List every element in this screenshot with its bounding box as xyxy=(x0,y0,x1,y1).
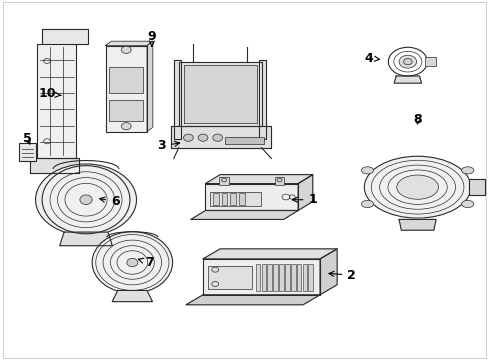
Bar xyxy=(230,193,236,205)
Ellipse shape xyxy=(461,167,473,174)
Polygon shape xyxy=(42,30,88,44)
Bar xyxy=(37,44,76,158)
Ellipse shape xyxy=(80,195,92,204)
Bar xyxy=(274,177,284,185)
Bar xyxy=(19,143,36,161)
Polygon shape xyxy=(185,295,320,305)
Polygon shape xyxy=(173,60,181,139)
Polygon shape xyxy=(178,62,261,126)
Bar xyxy=(210,192,261,206)
Text: 10: 10 xyxy=(38,87,61,100)
Bar xyxy=(261,264,265,291)
Polygon shape xyxy=(171,126,271,148)
Circle shape xyxy=(121,123,131,130)
Ellipse shape xyxy=(364,156,470,218)
Bar xyxy=(239,193,244,205)
Polygon shape xyxy=(203,249,336,259)
Bar xyxy=(273,264,277,291)
Bar xyxy=(212,193,218,205)
Circle shape xyxy=(121,46,131,53)
Text: 1: 1 xyxy=(292,193,317,206)
Circle shape xyxy=(212,134,222,141)
Ellipse shape xyxy=(126,258,138,267)
Bar xyxy=(255,264,260,291)
Polygon shape xyxy=(105,41,153,45)
Ellipse shape xyxy=(361,201,373,208)
Text: 8: 8 xyxy=(412,113,421,126)
Polygon shape xyxy=(60,232,112,246)
Circle shape xyxy=(198,134,207,141)
Polygon shape xyxy=(112,291,152,302)
Polygon shape xyxy=(320,249,336,295)
Polygon shape xyxy=(205,184,298,211)
Polygon shape xyxy=(203,259,320,295)
Ellipse shape xyxy=(36,164,136,235)
Ellipse shape xyxy=(396,175,438,199)
Bar xyxy=(221,193,227,205)
Bar xyxy=(109,100,143,121)
Bar xyxy=(302,264,306,291)
Text: 4: 4 xyxy=(364,51,379,64)
Text: 3: 3 xyxy=(157,139,179,152)
Bar xyxy=(285,264,289,291)
Polygon shape xyxy=(147,41,153,132)
Text: 2: 2 xyxy=(328,269,355,282)
Polygon shape xyxy=(298,175,312,211)
Ellipse shape xyxy=(461,201,473,208)
Ellipse shape xyxy=(92,232,172,293)
Text: 5: 5 xyxy=(23,132,32,145)
Circle shape xyxy=(183,134,193,141)
Bar xyxy=(224,137,264,144)
Polygon shape xyxy=(398,220,435,230)
Polygon shape xyxy=(393,76,421,83)
Bar xyxy=(279,264,283,291)
Polygon shape xyxy=(183,65,256,123)
Bar xyxy=(425,57,435,66)
Text: 9: 9 xyxy=(147,30,156,46)
Polygon shape xyxy=(468,179,484,195)
Bar xyxy=(219,177,228,185)
Polygon shape xyxy=(30,158,79,173)
Ellipse shape xyxy=(361,167,373,174)
Polygon shape xyxy=(205,175,312,184)
Bar xyxy=(105,45,147,132)
Bar xyxy=(207,266,252,289)
Circle shape xyxy=(403,59,411,65)
Polygon shape xyxy=(259,60,266,139)
Polygon shape xyxy=(190,211,298,220)
Bar xyxy=(296,264,301,291)
Bar xyxy=(290,264,295,291)
Circle shape xyxy=(398,55,416,68)
Text: 6: 6 xyxy=(100,195,120,208)
Text: 7: 7 xyxy=(138,256,154,269)
Bar xyxy=(308,264,312,291)
Bar xyxy=(267,264,271,291)
Bar xyxy=(109,67,143,93)
